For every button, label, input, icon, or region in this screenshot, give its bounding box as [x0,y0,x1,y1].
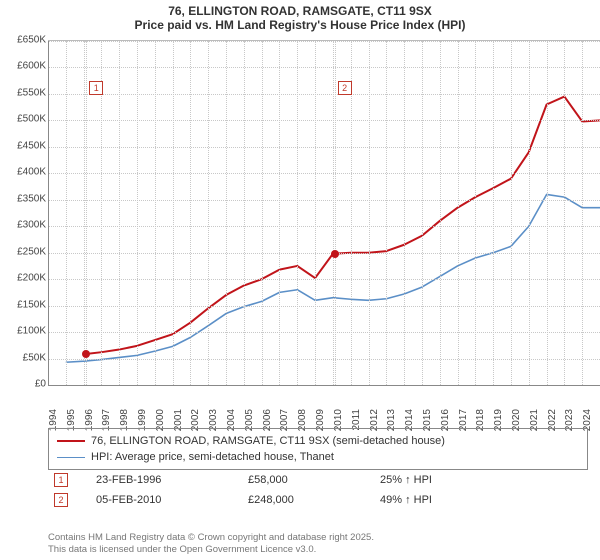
y-axis-label: £50K [0,352,46,363]
transaction-row: 2 05-FEB-2010 £248,000 49% ↑ HPI [48,490,588,510]
transaction-date: 05-FEB-2010 [90,490,242,510]
y-axis-label: £450K [0,140,46,151]
gridline-h [48,200,600,201]
gridline-v [297,41,298,385]
legend-swatch-price-paid [57,440,85,442]
transaction-price: £58,000 [242,470,374,490]
gridline-v [137,41,138,385]
y-axis-label: £0 [0,379,46,390]
y-axis-label: £350K [0,193,46,204]
y-axis-label: £600K [0,61,46,72]
gridline-h [48,385,600,386]
plot-area: 12 [48,40,600,385]
gridline-v [155,41,156,385]
y-axis-label: £150K [0,299,46,310]
gridline-v [547,41,548,385]
transaction-date: 23-FEB-1996 [90,470,242,490]
gridline-v [440,41,441,385]
y-axis-label: £400K [0,167,46,178]
gridline-v [226,41,227,385]
gridline-v [119,41,120,385]
gridline-h [48,332,600,333]
marker-point-1 [82,350,90,358]
gridline-h [48,226,600,227]
legend: 76, ELLINGTON ROAD, RAMSGATE, CT11 9SX (… [48,428,588,470]
gridline-h [48,41,600,42]
legend-label-price-paid: 76, ELLINGTON ROAD, RAMSGATE, CT11 9SX (… [91,433,445,449]
gridline-h [48,306,600,307]
gridline-h [48,279,600,280]
gridline-h [48,359,600,360]
gridline-h [48,94,600,95]
legend-row-hpi: HPI: Average price, semi-detached house,… [57,449,579,465]
gridline-v [529,41,530,385]
y-axis-label: £250K [0,246,46,257]
chart-container: 76, ELLINGTON ROAD, RAMSGATE, CT11 9SX P… [0,0,600,560]
y-axis-label: £650K [0,35,46,46]
transactions-table: 1 23-FEB-1996 £58,000 25% ↑ HPI 2 05-FEB… [48,470,588,510]
line-series [48,41,600,385]
y-axis-label: £200K [0,273,46,284]
marker-box-1: 1 [89,81,103,95]
gridline-v [458,41,459,385]
legend-row-price-paid: 76, ELLINGTON ROAD, RAMSGATE, CT11 9SX (… [57,433,579,449]
title-line2: Price paid vs. HM Land Registry's House … [0,18,600,32]
gridline-v [493,41,494,385]
marker-vline-2 [335,41,336,385]
transaction-price: £248,000 [242,490,374,510]
gridline-v [475,41,476,385]
legend-swatch-hpi [57,457,85,458]
gridline-v [190,41,191,385]
chart: 12 £0£50K£100K£150K£200K£250K£300K£350K£… [0,40,600,420]
license-text: Contains HM Land Registry data © Crown c… [48,532,374,556]
license-line1: Contains HM Land Registry data © Crown c… [48,532,374,544]
license-line2: This data is licensed under the Open Gov… [48,544,374,556]
gridline-v [315,41,316,385]
gridline-v [582,41,583,385]
gridline-v [422,41,423,385]
gridline-h [48,253,600,254]
gridline-v [66,41,67,385]
gridline-v [369,41,370,385]
gridline-h [48,120,600,121]
gridline-v [262,41,263,385]
y-axis-label: £550K [0,87,46,98]
legend-label-hpi: HPI: Average price, semi-detached house,… [91,449,334,465]
marker-vline-1 [86,41,87,385]
gridline-h [48,173,600,174]
marker-point-2 [331,250,339,258]
gridline-v [511,41,512,385]
gridline-v [208,41,209,385]
gridline-h [48,67,600,68]
marker-badge-1: 1 [54,473,68,487]
gridline-h [48,147,600,148]
gridline-v [564,41,565,385]
gridline-v [279,41,280,385]
gridline-v [48,41,49,385]
title-line1: 76, ELLINGTON ROAD, RAMSGATE, CT11 9SX [0,4,600,18]
gridline-v [84,41,85,385]
gridline-v [404,41,405,385]
gridline-v [244,41,245,385]
gridline-v [386,41,387,385]
transaction-hpi-rel: 25% ↑ HPI [374,470,588,490]
y-axis-label: £100K [0,326,46,337]
y-axis-label: £500K [0,114,46,125]
y-axis-label: £300K [0,220,46,231]
gridline-v [173,41,174,385]
transaction-hpi-rel: 49% ↑ HPI [374,490,588,510]
marker-box-2: 2 [338,81,352,95]
marker-badge-2: 2 [54,493,68,507]
title-block: 76, ELLINGTON ROAD, RAMSGATE, CT11 9SX P… [0,0,600,32]
transaction-row: 1 23-FEB-1996 £58,000 25% ↑ HPI [48,470,588,490]
